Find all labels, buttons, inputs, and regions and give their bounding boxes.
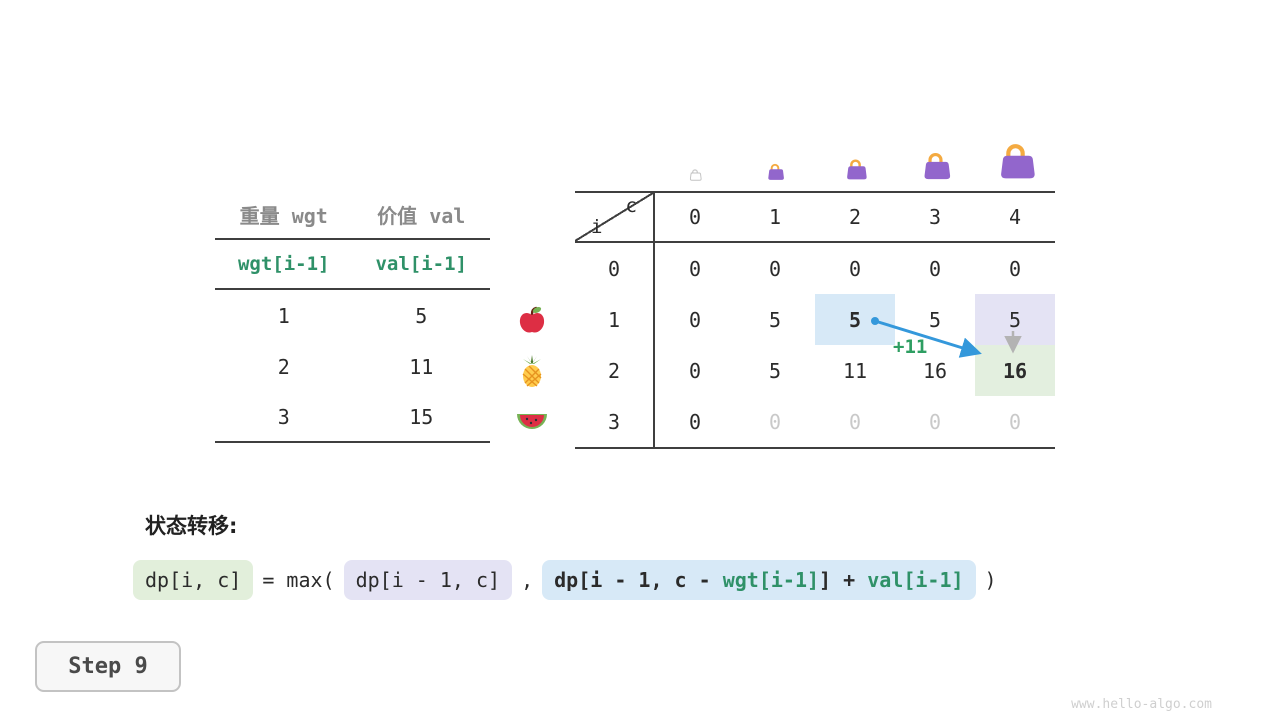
dp-cell-1-1: 5 [768,307,782,332]
item-row-1: 1 5 [215,290,490,341]
dp-rowhead-0: 0 [575,243,655,294]
bag-medium-icon [815,128,895,184]
bag-empty-icon [655,128,735,184]
item-table-formula-row: wgt[i-1] val[i-1] [215,240,490,290]
formula-equals-max: = max( [262,568,335,592]
dp-cell-3-2: 0 [848,409,862,434]
formula-close-paren: ) [984,568,997,592]
dp-colhead-4: 4 [975,193,1055,243]
item-table-formula-wgt: wgt[i-1] [237,253,330,275]
bag-large-icon [895,128,975,184]
item-table-header-row: 重量 wgt 价值 val [215,190,490,240]
dp-cell-2-3: 16 [922,358,948,383]
item-3-weight: 3 [277,404,290,429]
formula-arg2-wgt: wgt[i-1] [722,568,820,592]
transition-section-label: 状态转移: [145,514,238,538]
item-row-2: 2 11 [215,341,490,392]
dp-table-corner: c i [575,193,655,243]
item-row-3: 3 15 [215,392,490,443]
capacity-icons-row [655,128,1055,184]
dp-cell-1-4-highlighted: 5 [975,294,1055,345]
item-2-value: 11 [409,354,434,379]
item-table-header-wgt: 重量 wgt [239,203,328,228]
dp-cell-0-4: 0 [1008,256,1022,281]
dp-cell-0-0: 0 [688,256,702,281]
formula-lhs-chip: dp[i, c] [133,560,254,600]
dp-cell-3-1: 0 [768,409,782,434]
formula-comma: , [521,568,534,592]
transition-formula: dp[i, c] = max( dp[i - 1, c] , dp[i - 1,… [133,560,997,600]
dp-cell-0-2: 0 [848,256,862,281]
bag-small-icon [735,128,815,184]
formula-arg2-chip: dp[i - 1, c - wgt[i-1]] + val[i-1] [542,560,976,600]
dp-rowhead-2: 2 [575,345,655,396]
corner-label-i: i [591,216,603,238]
item-3-value: 15 [409,404,434,429]
watermelon-icon [512,396,552,447]
item-table: 重量 wgt 价值 val wgt[i-1] val[i-1] 1 5 2 11… [215,190,490,443]
item-1-value: 5 [415,303,428,328]
item-table-formula-val: val[i-1] [375,253,467,275]
dp-colhead-1: 1 [735,193,815,243]
dp-cell-3-3: 0 [928,409,942,434]
bag-xlarge-icon [975,128,1055,184]
dp-colhead-0: 0 [655,193,735,243]
dp-cell-1-0: 0 [688,307,702,332]
dp-colhead-2: 2 [815,193,895,243]
dp-cell-0-1: 0 [768,256,782,281]
apple-icon [512,294,552,345]
dp-cell-2-0: 0 [688,358,702,383]
item-1-weight: 1 [277,303,290,328]
formula-arg1-chip: dp[i - 1, c] [343,560,513,600]
step-indicator: Step 9 [35,641,181,692]
watermark: www.hello-algo.com [1071,697,1212,712]
plus-value-annotation: +11 [893,336,928,358]
dp-cell-2-2: 11 [842,358,868,383]
item-table-header-val: 价值 val [377,203,466,228]
dp-cell-0-3: 0 [928,256,942,281]
dp-colhead-3: 3 [895,193,975,243]
dp-cell-3-0: 0 [688,409,702,434]
corner-label-c: c [625,195,637,217]
dp-cell-2-4-highlighted: 16 [975,345,1055,396]
item-2-weight: 2 [277,354,290,379]
pineapple-icon [512,345,552,396]
dp-cell-3-4: 0 [1008,409,1022,434]
formula-arg2-val: val[i-1] [867,568,964,592]
dp-rowhead-1: 1 [575,294,655,345]
dp-cell-1-2-highlighted: 5 [815,294,895,345]
dp-table: c i 0 1 2 3 4 0 0 0 0 0 0 1 0 5 5 5 5 2 … [575,191,1055,449]
item-icons-column [512,294,552,447]
dp-rowhead-3: 3 [575,396,655,447]
formula-arg2-part1: dp[i - 1, c - [554,568,723,592]
dp-cell-2-1: 5 [768,358,782,383]
formula-arg2-part3: ] + [819,568,868,592]
